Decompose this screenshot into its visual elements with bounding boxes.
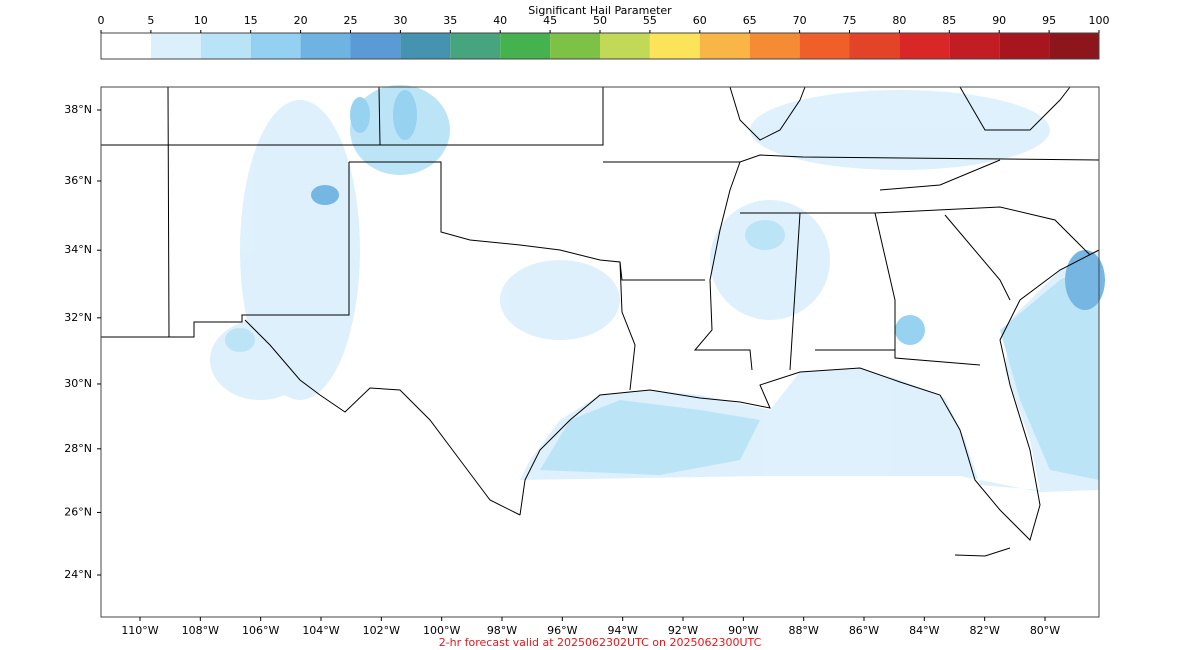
colorbar-bin [849, 33, 900, 59]
footer: 2-hr forecast valid at 2025062302UTC on … [439, 636, 762, 649]
colorbar-tick-label: 55 [643, 14, 657, 27]
colorbar: 0 5 10 15 20 25 30 35 40 45 50 55 60 65 70 75 80 85 90 95 10… [98, 14, 1110, 60]
lon-label: 110°W [121, 624, 158, 637]
map: 38°N 36°N 34°N 32°N 30°N 28°N 26°N 24°N 110°W 108… [64, 85, 1105, 637]
colorbar-bin [550, 33, 600, 59]
colorbar-tick-label: 15 [244, 14, 258, 27]
lon-label: 88°W [788, 624, 818, 637]
lon-label: 108°W [182, 624, 219, 637]
lon-label: 106°W [242, 624, 279, 637]
lon-label: 96°W [547, 624, 577, 637]
colorbar-tick-label: 20 [294, 14, 308, 27]
colorbar-tick-label: 65 [743, 14, 757, 27]
lon-label: 100°W [423, 624, 460, 637]
colorbar-title: Significant Hail Parameter [528, 4, 672, 17]
colorbar-tick-label: 0 [98, 14, 105, 27]
colorbar-tick-label: 75 [843, 14, 857, 27]
lon-label: 92°W [668, 624, 698, 637]
lat-label: 32°N [64, 311, 92, 324]
lat-label: 34°N [64, 243, 92, 256]
lat-label: 38°N [64, 103, 92, 116]
colorbar-bin [450, 33, 501, 59]
lon-label: 102°W [363, 624, 400, 637]
colorbar-bin [949, 33, 1000, 59]
lon-label: 94°W [607, 624, 637, 637]
colorbar-tick-label: 60 [693, 14, 707, 27]
colorbar-bin [400, 33, 451, 59]
colorbar-bin [1049, 33, 1099, 59]
lon-label: 98°W [487, 624, 517, 637]
colorbar-tick-label: 45 [543, 14, 557, 27]
colorbar-bin [500, 33, 551, 59]
lon-label: 84°W [909, 624, 939, 637]
colorbar-bin [699, 33, 750, 59]
colorbar-bin [649, 33, 700, 59]
colorbar-tick-label: 10 [194, 14, 208, 27]
colorbar-bin [350, 33, 401, 59]
colorbar-bin [600, 33, 650, 59]
colorbar-bin [799, 33, 850, 59]
lon-label: 90°W [728, 624, 758, 637]
colorbar-bin [250, 33, 301, 59]
colorbar-bin [101, 33, 151, 59]
lat-label: 36°N [64, 174, 92, 187]
colorbar-tick-label: 35 [443, 14, 457, 27]
colorbar-bin [200, 33, 251, 59]
lat-label: 28°N [64, 442, 92, 455]
lon-label: 86°W [849, 624, 879, 637]
colorbar-tick-label: 70 [793, 14, 807, 27]
lon-label: 80°W [1030, 624, 1060, 637]
colorbar-tick-label: 90 [992, 14, 1006, 27]
colorbar-tick-label: 25 [344, 14, 358, 27]
lon-label: 82°W [969, 624, 999, 637]
colorbar-tick-label: 95 [1042, 14, 1056, 27]
colorbar-bin [749, 33, 800, 59]
lat-label: 26°N [64, 505, 92, 518]
colorbar-bin [150, 33, 201, 59]
lon-label: 104°W [302, 624, 339, 637]
colorbar-bin [899, 33, 950, 59]
colorbar-bin [999, 33, 1050, 59]
colorbar-tick-label: 30 [393, 14, 407, 27]
colorbar-tick-label: 80 [892, 14, 906, 27]
colorbar-tick-label: 85 [942, 14, 956, 27]
colorbar-tick-label: 5 [147, 14, 154, 27]
lat-label: 30°N [64, 377, 92, 390]
colorbar-tick-label: 50 [593, 14, 607, 27]
map-frame [100, 86, 1100, 618]
borders [101, 86, 1100, 557]
lat-label: 24°N [64, 568, 92, 581]
colorbar-tick-label: 100 [1089, 14, 1110, 27]
colorbar-bin [300, 33, 351, 59]
colorbar-tick-label: 40 [493, 14, 507, 27]
shading [210, 85, 1105, 492]
